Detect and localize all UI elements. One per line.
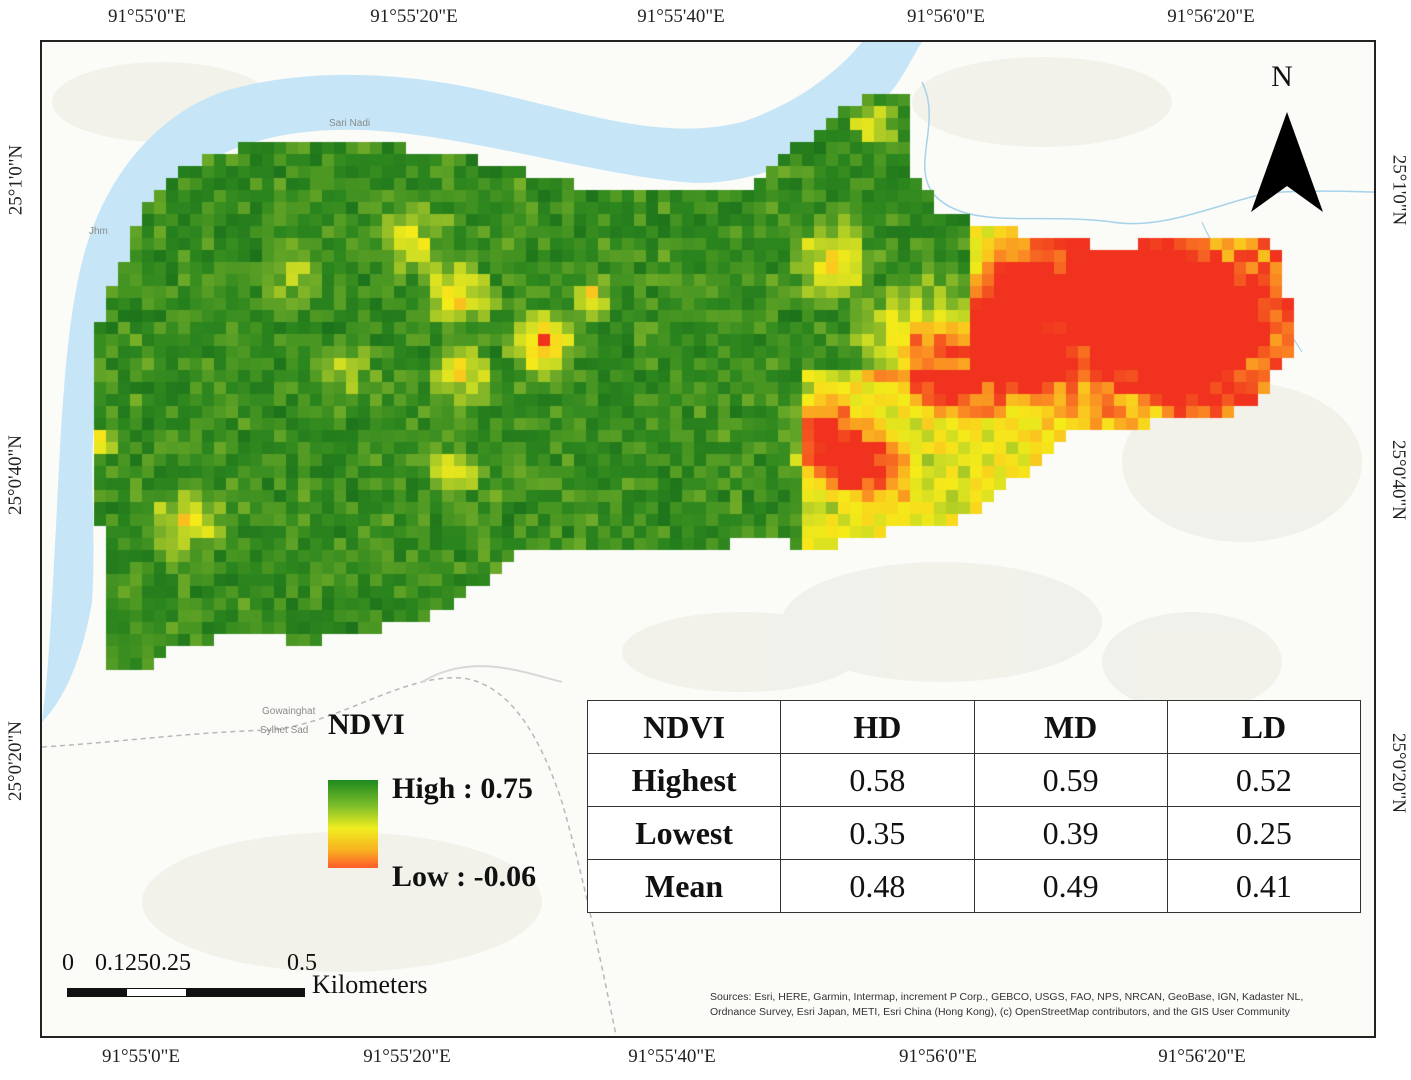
legend: NDVI High : 0.75 Low : -0.06 [322, 702, 562, 893]
scale-units: Kilometers [312, 970, 428, 999]
table-cell: 0.41 [1166, 859, 1362, 913]
table-row: Highest 0.58 0.59 0.52 [586, 753, 1362, 807]
top-tick-label: 91°56'20"E [1167, 6, 1255, 27]
table-header: MD [973, 700, 1168, 754]
top-tick-label: 91°56'0"E [907, 6, 985, 27]
table-row: Lowest 0.35 0.39 0.25 [586, 806, 1362, 860]
place-label: Jhm [89, 226, 108, 237]
table-cell: 0.58 [780, 753, 975, 807]
bottom-tick-label: 91°55'0"E [102, 1046, 180, 1067]
right-tick-label: 25°0'20"N [1388, 733, 1409, 813]
scale-label: 0.5 [287, 950, 317, 976]
right-tick-label: 25°0'40"N [1388, 440, 1409, 520]
top-tick-label: 91°55'20"E [370, 6, 458, 27]
table-cell: 0.35 [780, 806, 975, 860]
map-frame[interactable]: Sari Nadi Jhm Gowainghat Sylhet Sad N ND… [40, 40, 1376, 1038]
row-label: Mean [586, 859, 782, 913]
north-arrow-icon [1251, 112, 1323, 212]
north-label: N [1271, 60, 1293, 93]
bottom-tick-label: 91°56'0"E [899, 1046, 977, 1067]
table-header-row: NDVI HD MD LD [586, 700, 1362, 754]
row-label: Highest [586, 753, 782, 807]
top-tick-label: 91°55'0"E [108, 6, 186, 27]
table-header: LD [1166, 700, 1362, 754]
legend-low-label: Low : -0.06 [392, 860, 537, 893]
right-tick-label: 25°1'0"N [1388, 154, 1409, 226]
table-cell: 0.49 [973, 859, 1168, 913]
bottom-tick-label: 91°56'20"E [1158, 1046, 1246, 1067]
river-label: Sari Nadi [329, 118, 371, 129]
table-row: Mean 0.48 0.49 0.41 [586, 859, 1362, 913]
scale-label: 0.1250.25 [95, 950, 191, 976]
table-cell: 0.39 [973, 806, 1168, 860]
place-label: Gowainghat [262, 706, 316, 717]
attribution-text: Sources: Esri, HERE, Garmin, Intermap, i… [710, 991, 1304, 1018]
scale-label: 0 [62, 950, 74, 976]
table-header: NDVI [586, 700, 782, 754]
table-cell: 0.59 [973, 753, 1168, 807]
table-cell: 0.25 [1166, 806, 1362, 860]
scale-bar-graphic [67, 988, 305, 997]
scale-bar: 0 0.1250.25 0.5 Kilometers [62, 950, 482, 1010]
bottom-tick-label: 91°55'40"E [628, 1046, 716, 1067]
row-label: Lowest [586, 806, 782, 860]
table-cell: 0.48 [780, 859, 975, 913]
table-header: HD [780, 700, 975, 754]
legend-high-label: High : 0.75 [392, 772, 533, 805]
place-label: Sylhet Sad [260, 725, 309, 736]
bottom-tick-label: 91°55'20"E [363, 1046, 451, 1067]
table-cell: 0.52 [1166, 753, 1362, 807]
legend-color-ramp [328, 780, 378, 868]
left-tick-label: 25°0'40"N [5, 435, 26, 515]
left-tick-label: 25°1'0"N [5, 144, 26, 216]
ndvi-stats-table: NDVI HD MD LD Highest 0.58 0.59 0.52 Low… [586, 700, 1362, 913]
top-tick-label: 91°55'40"E [637, 6, 725, 27]
legend-title: NDVI [328, 708, 405, 741]
left-tick-label: 25°0'20"N [5, 721, 26, 801]
